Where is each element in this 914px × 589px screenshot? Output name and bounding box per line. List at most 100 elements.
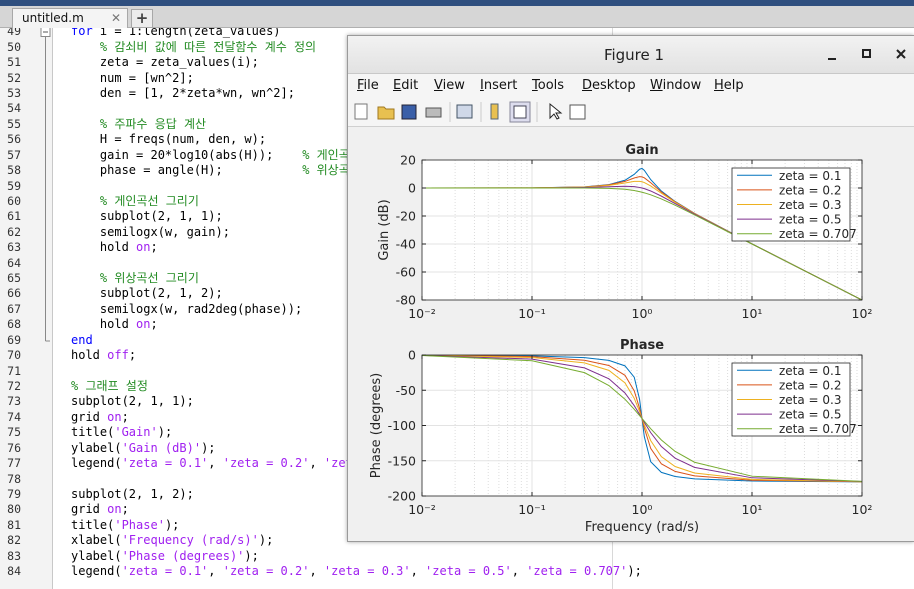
code-line: 69 end	[0, 333, 914, 348]
code-line: 53 den = [1, 2*zeta*wn, wn^2];	[0, 86, 914, 101]
code-text: subplot(2, 1, 2);	[71, 487, 194, 502]
line-number: 84	[7, 564, 21, 579]
line-number: 82	[7, 533, 21, 548]
file-tab[interactable]: untitled.m ✕	[12, 8, 128, 28]
code-text: H = freqs(num, den, w);	[71, 132, 266, 147]
open-icon[interactable]	[377, 106, 395, 120]
code-token: gain = 20*log10(abs(H));	[71, 147, 303, 162]
menu-item[interactable]: View	[434, 78, 465, 93]
code-token: ,	[309, 564, 324, 579]
figure-title: Figure 1	[603, 46, 665, 64]
line-number: 83	[7, 548, 21, 563]
menu-item[interactable]: Edit	[393, 78, 419, 93]
code-token: ;	[128, 348, 137, 363]
code-line: 78	[0, 472, 914, 487]
line-number: 61	[7, 209, 21, 224]
code-line: 63 hold on;	[0, 240, 914, 255]
code-token: 'zeta = 0.5'	[425, 564, 512, 579]
code-line: 66 subplot(2, 1, 2);	[0, 286, 914, 301]
new-icon[interactable]	[354, 103, 368, 120]
code-token: 'zeta = 0.1'	[121, 456, 209, 471]
line-number: 81	[7, 517, 21, 532]
code-token: % 그래프 설정	[71, 379, 148, 393]
code-token: 'Phase'	[114, 517, 165, 532]
code-token: 'Phase (degrees)'	[121, 548, 245, 563]
code-line: 77 legend('zeta = 0.1', 'zeta = 0.2', 'ze…	[0, 456, 914, 471]
line-number: 58	[7, 163, 21, 178]
code-text: title('Phase');	[71, 518, 179, 533]
code-token: title(	[71, 425, 115, 440]
line-number: 69	[7, 332, 21, 347]
close-button[interactable]	[896, 49, 906, 59]
code-text: zeta = zeta_values(i);	[71, 55, 259, 70]
line-number: 63	[7, 240, 21, 255]
code-text: hold on;	[71, 240, 158, 255]
code-line: 52 num = [wn^2];	[0, 71, 914, 86]
code-token: subplot(2, 1, 2);	[71, 486, 194, 501]
menu-item[interactable]: Tools	[532, 78, 565, 93]
code-token: % 게인곡선 그리기	[99, 193, 199, 208]
line-number: 57	[7, 147, 21, 162]
code-token	[71, 194, 100, 208]
code-token: phase = angle(H);	[71, 163, 303, 178]
toolbar-icons	[354, 101, 586, 123]
line-number: 52	[7, 70, 21, 85]
code-line: 74 grid on;	[0, 410, 914, 425]
code-line: 70 hold off;	[0, 348, 914, 363]
code-token: ;	[121, 409, 129, 424]
property-icon[interactable]	[569, 104, 586, 120]
code-token: 'zeta = 0.707'	[526, 564, 628, 579]
code-token	[71, 271, 100, 285]
maximize-button[interactable]	[862, 49, 871, 58]
colorbar-icon[interactable]	[490, 103, 499, 120]
code-token: ,	[511, 564, 527, 579]
line-number: 66	[7, 286, 21, 301]
code-token: );	[157, 425, 173, 440]
menu-item[interactable]: Help	[714, 78, 744, 93]
code-text: gain = 20*log10(abs(H)); % 게인곡	[71, 148, 350, 163]
line-number: 76	[7, 440, 21, 455]
code-token: % 위상곡	[302, 163, 350, 178]
code-line: 83 ylabel('Phase (degrees)');	[0, 549, 914, 564]
code-text: hold off;	[71, 348, 136, 363]
code-line: 76 ylabel('Gain (dB)');	[0, 441, 914, 456]
code-text: % 주파수 응답 계산	[71, 117, 206, 132]
code-token: 'zeta = 0.1'	[121, 564, 209, 579]
code-line: 73 subplot(2, 1, 1);	[0, 394, 914, 409]
figure-window: Figure 1 File Edit View Insert Tools Desktop W…	[347, 35, 914, 542]
menu-item[interactable]: File	[357, 78, 379, 93]
code-text: semilogx(w, rad2deg(phase));	[71, 302, 302, 317]
code-token: ,	[208, 456, 223, 471]
menu-item[interactable]: Window	[650, 78, 702, 93]
code-token: 'zeta = 0.2'	[222, 456, 310, 471]
line-number: 65	[7, 271, 21, 286]
link-icon[interactable]	[456, 104, 473, 119]
line-number: 50	[7, 39, 21, 54]
code-line: 84 legend('zeta = 0.1', 'zeta = 0.2', 'ze…	[0, 564, 914, 579]
tab-close[interactable]: ✕	[110, 11, 121, 25]
menu-item[interactable]: Insert	[480, 78, 518, 93]
code-text: semilogx(w, gain);	[71, 225, 230, 240]
code-token: ;	[150, 240, 158, 255]
code-text: den = [1, 2*zeta*wn, wn^2];	[71, 86, 295, 101]
window-buttons	[828, 49, 906, 60]
save-icon[interactable]	[401, 104, 417, 120]
code-token: 'Frequency (rad/s)'	[121, 533, 259, 548]
code-text: phase = angle(H); % 위상곡	[71, 163, 350, 178]
code-token: subplot(2, 1, 1);	[71, 209, 223, 224]
code-text: xlabel('Frequency (rad/s)');	[71, 533, 273, 548]
code-token: on	[107, 409, 122, 424]
code-line: 58 phase = angle(H); % 위상곡	[0, 163, 914, 178]
code-token: H = freqs(num, den, w);	[71, 132, 267, 147]
menu-item[interactable]: Desktop	[582, 78, 636, 93]
new-tab-button[interactable]: +	[131, 9, 153, 28]
print-icon[interactable]	[425, 107, 442, 118]
code-token: subplot(2, 1, 1);	[71, 394, 194, 409]
code-token: hold	[71, 317, 137, 332]
code-token: 'Gain (dB)'	[121, 440, 202, 455]
pointer-icon[interactable]	[549, 102, 563, 120]
code-text: subplot(2, 1, 1);	[71, 209, 223, 224]
code-token: ylabel(	[71, 548, 122, 563]
code-text: title('Gain');	[71, 425, 172, 440]
